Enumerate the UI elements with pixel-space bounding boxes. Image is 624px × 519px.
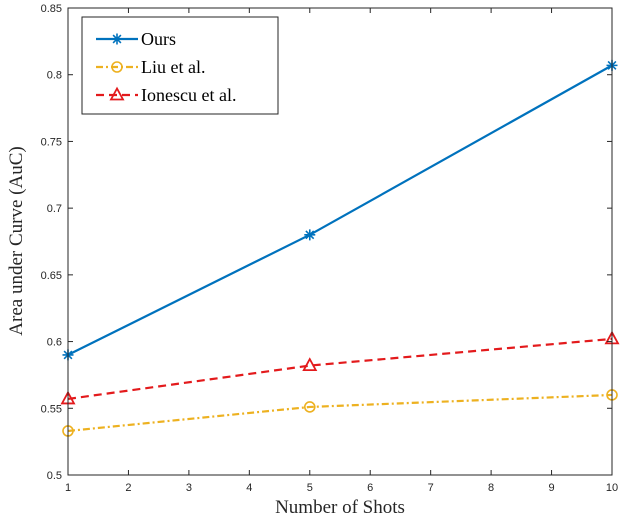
x-tick-label: 3 xyxy=(186,482,192,494)
x-axis-label: Number of Shots xyxy=(275,497,405,518)
x-tick-label: 9 xyxy=(548,482,554,494)
legend-marker xyxy=(111,33,123,45)
legend-entry-label: Ours xyxy=(141,29,176,49)
x-tick-label: 10 xyxy=(606,482,618,494)
data-point xyxy=(303,401,316,413)
axes-frame xyxy=(67,7,613,476)
x-tick-label: 1 xyxy=(65,482,71,494)
y-tick-label: 0.8 xyxy=(47,70,62,82)
axis-layer: 1 2 3 4 5 6 7 8 9 10 0.5 0.55 0.6 0.65 0.7 0.75 0.8 0.85 xyxy=(41,3,619,494)
y-tick-label: 0.5 xyxy=(47,470,62,482)
legend-marker xyxy=(109,86,125,101)
y-tick-label: 0.6 xyxy=(47,337,62,349)
x-tick-label: 7 xyxy=(428,482,434,494)
legend: Ours Liu et al. Ionescu et al. xyxy=(81,16,279,115)
x-tick-label: 4 xyxy=(246,482,252,494)
y-tick-label: 0.55 xyxy=(41,403,62,415)
y-axis-label: Area under Curve (AuC) xyxy=(6,146,27,335)
y-tick-label: 0.7 xyxy=(47,203,62,215)
legend-entry-label: Liu et al. xyxy=(141,57,205,77)
series-line xyxy=(67,337,613,401)
x-tick-label: 8 xyxy=(488,482,494,494)
x-tick-label: 6 xyxy=(367,482,373,494)
y-tick-label: 0.65 xyxy=(41,270,62,282)
series-line xyxy=(67,393,613,433)
data-point xyxy=(304,229,316,241)
y-tick-label: 0.75 xyxy=(41,136,62,148)
y-tick-label: 0.85 xyxy=(41,3,62,15)
x-tick-label: 2 xyxy=(125,482,131,494)
x-tick-label: 5 xyxy=(307,482,313,494)
legend-marker xyxy=(111,61,123,73)
legend-box xyxy=(81,16,279,115)
legend-entry-label: Ionescu et al. xyxy=(141,85,236,105)
data-point xyxy=(302,357,318,371)
